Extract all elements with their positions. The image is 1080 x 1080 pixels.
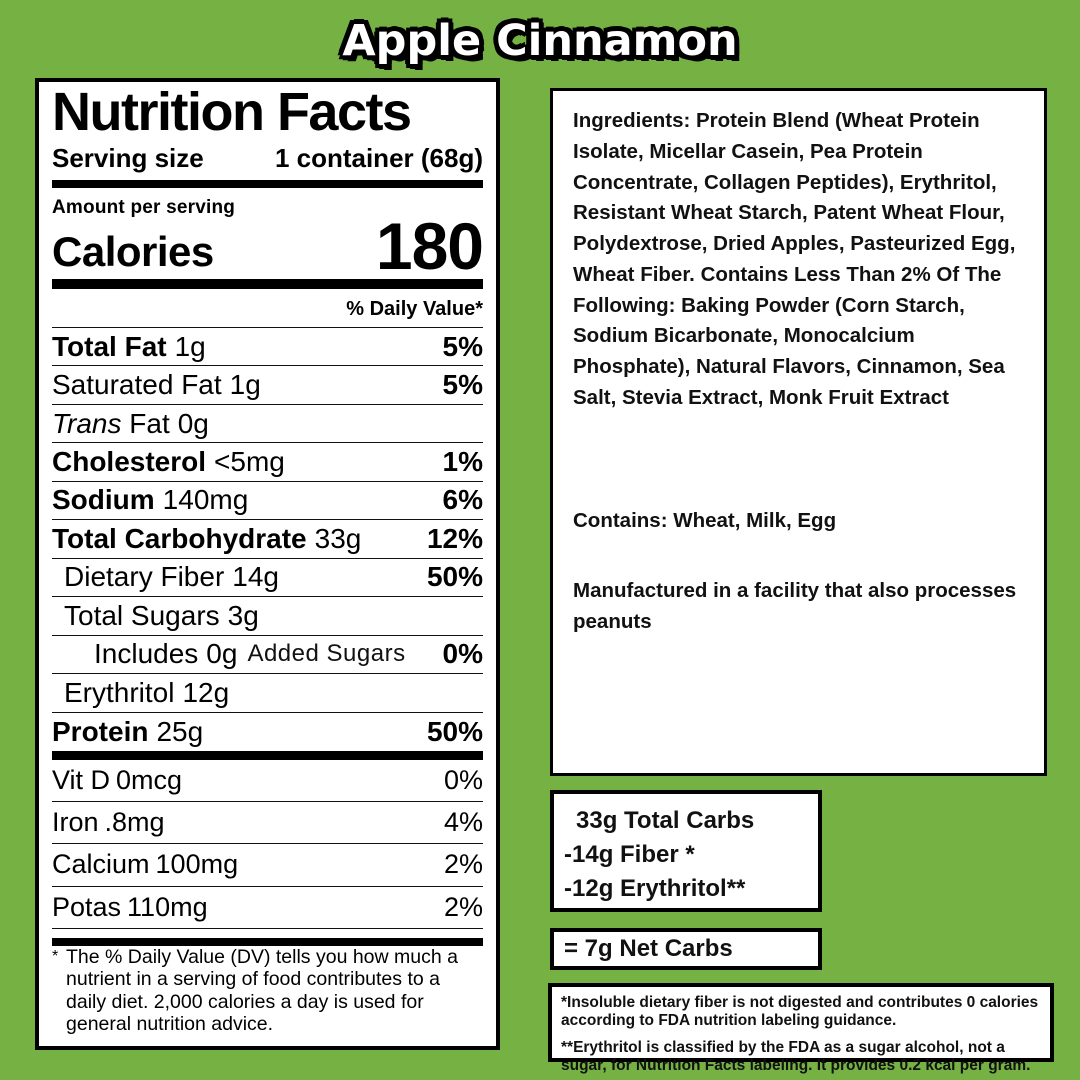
ingredients-text: Ingredients: Protein Blend (Wheat Protei… [573, 109, 1016, 409]
nutrient-row-potassium: Potas 110mg 2% [52, 887, 483, 929]
carb-math-line-erythritol: -12g Erythritol** [564, 875, 746, 903]
calories-value: 180 [375, 209, 484, 284]
nutrition-facts-heading: Nutrition Facts [52, 82, 412, 142]
nutrient-row-saturated-fat: Saturated Fat 1g 5% [52, 366, 483, 405]
facility-warning-text: Manufactured in a facility that also pro… [573, 579, 1017, 633]
footnotes-panel: *Insoluble dietary fiber is not digested… [548, 983, 1054, 1074]
nutrient-row-sodium: Sodium 140mg 6% [52, 482, 483, 521]
nutrient-row-iron: Iron .8mg 4% [52, 802, 483, 845]
erythritol-footnote: **Erythritol is classified by the FDA as… [561, 1038, 1031, 1074]
nutrient-row-total-fat: Total Fat 1g 5% [52, 328, 483, 367]
nutrient-row-total-sugars: Total Sugars 3g [52, 597, 483, 636]
carb-math-line-fiber: -14g Fiber * [564, 841, 695, 869]
nutrient-row-dietary-fiber: Dietary Fiber 14g 50% [52, 559, 483, 598]
nutrient-row-protein: Protein 25g 50% [52, 715, 483, 747]
daily-value-footnote: * The % Daily Value (DV) tells you how m… [52, 946, 483, 1038]
nutrient-row-calcium: Calcium 100mg 2% [52, 844, 483, 887]
serving-size-label: Serving size [52, 142, 204, 173]
fiber-footnote: *Insoluble dietary fiber is not digested… [561, 994, 1039, 1030]
nutrient-row-cholesterol: Cholesterol <5mg 1% [52, 443, 483, 482]
footnote-asterisk: * [52, 947, 59, 965]
footnote-text: The % Daily Value (DV) tells you how muc… [66, 945, 458, 1036]
divider-thick [52, 279, 483, 289]
allergen-contains-text: Contains: Wheat, Milk, Egg [573, 508, 837, 532]
carb-math-panel: 33g Total Carbs -14g Fiber * -12g Erythr… [550, 790, 822, 912]
serving-size-value: 1 container (68g) [274, 142, 483, 173]
calories-label: Calories [52, 228, 214, 276]
divider-thick [52, 179, 483, 189]
divider-thick [52, 750, 483, 760]
flavor-title: Apple Cinnamon [342, 16, 738, 66]
nutrient-row-vitamin-d: Vit D 0mcg 0% [52, 760, 483, 802]
nutrient-row-trans-fat: Trans Fat 0g [52, 405, 483, 444]
amount-per-serving-label: Amount per serving [52, 197, 236, 219]
calories-row: Calories 180 [52, 209, 484, 284]
divider-thick [52, 937, 483, 946]
daily-value-header: % Daily Value* [52, 289, 483, 328]
net-carbs-text: = 7g Net Carbs [564, 935, 733, 962]
nutrient-row-total-carbohydrate: Total Carbohydrate 33g 12% [52, 520, 483, 559]
net-carbs-panel: = 7g Net Carbs [550, 928, 822, 970]
nutrient-row-added-sugars: Includes 0g Added Sugars 0% [52, 636, 483, 675]
serving-size-row: Serving size 1 container (68g) [52, 142, 483, 174]
carb-math-line-total: 33g Total Carbs [576, 807, 755, 834]
ingredients-panel: Ingredients: Protein Blend (Wheat Protei… [550, 88, 1047, 776]
nutrient-row-erythritol: Erythritol 12g [52, 674, 483, 713]
nutrition-facts-label: Nutrition Facts Serving size 1 container… [35, 78, 500, 1050]
